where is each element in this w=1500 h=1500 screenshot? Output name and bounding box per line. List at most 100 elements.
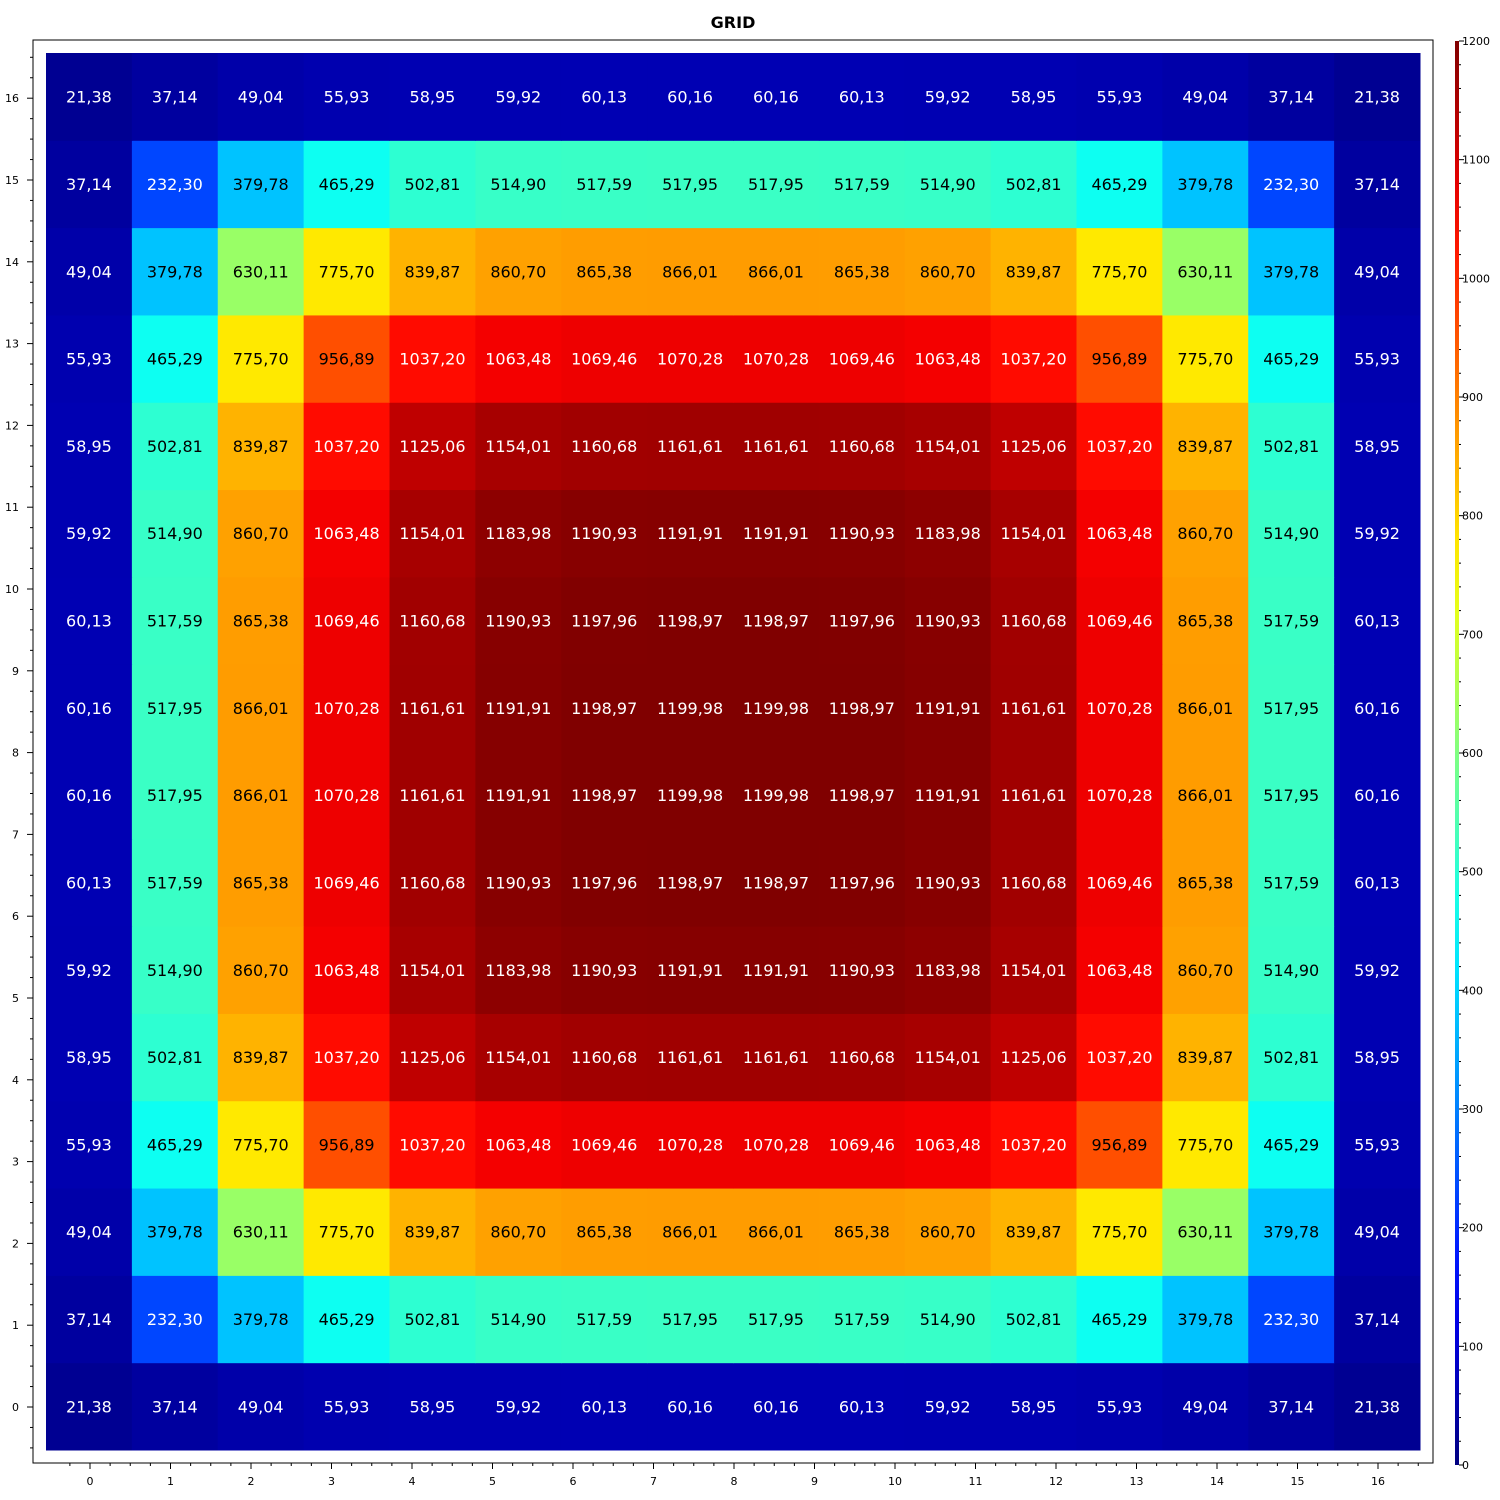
heatmap-cell — [217, 1188, 305, 1276]
cell-value-label: 58,95 — [66, 437, 112, 456]
heatmap-cell — [733, 1362, 820, 1451]
heatmap-cell — [818, 140, 906, 229]
heatmap-cell — [389, 1275, 476, 1364]
cell-value-label: 21,38 — [1354, 1397, 1400, 1416]
heatmap-cell — [475, 838, 562, 927]
colorbar-tick-label: 800 — [1462, 510, 1483, 523]
y-tick-label: 7 — [12, 828, 19, 841]
y-tick-label: 15 — [5, 174, 19, 187]
cell-value-label: 1191,91 — [657, 961, 723, 980]
heatmap-cell — [904, 53, 992, 141]
cell-value-label: 60,13 — [66, 873, 112, 892]
cell-value-label: 502,81 — [1006, 175, 1062, 194]
cell-value-label: 517,95 — [147, 699, 203, 718]
heatmap-cell — [990, 53, 1077, 141]
heatmap-cell — [46, 1188, 133, 1276]
heatmap-cell — [303, 926, 390, 1014]
heatmap-cell — [647, 1013, 734, 1102]
cell-value-label: 465,29 — [1263, 1135, 1319, 1154]
cell-value-label: 379,78 — [147, 1223, 203, 1242]
cell-value-label: 58,95 — [1011, 88, 1057, 107]
cell-value-label: 1183,98 — [915, 524, 981, 543]
heatmap-cell — [1162, 1362, 1249, 1451]
cell-value-label: 49,04 — [238, 88, 284, 107]
heatmap-cell — [818, 227, 906, 316]
cell-value-label: 514,90 — [1263, 961, 1319, 980]
heatmap-cell — [217, 1362, 305, 1451]
x-tick-label: 2 — [248, 1475, 255, 1488]
heatmap-cell — [46, 1013, 133, 1102]
cell-value-label: 1190,93 — [571, 961, 637, 980]
x-tick-label: 3 — [328, 1475, 335, 1488]
cell-value-label: 1070,28 — [1086, 786, 1152, 805]
heatmap-cell — [904, 664, 992, 752]
heatmap-cell — [904, 926, 992, 1014]
heatmap-cell — [561, 1100, 648, 1189]
cell-value-label: 1125,06 — [1000, 1048, 1066, 1067]
cell-value-label: 1198,97 — [829, 786, 895, 805]
cell-value-label: 1037,20 — [1086, 437, 1152, 456]
heatmap-cell — [303, 1100, 390, 1189]
heatmap-cell — [1076, 838, 1163, 927]
heatmap-cell — [990, 838, 1077, 927]
cell-value-label: 630,11 — [233, 1223, 289, 1242]
heatmap-cell — [217, 664, 305, 752]
heatmap-cell — [131, 53, 219, 141]
cell-value-label: 37,14 — [152, 1397, 198, 1416]
heatmap-cell — [561, 664, 648, 752]
cell-value-label: 37,14 — [66, 1310, 112, 1329]
heatmap-cell — [733, 576, 820, 665]
heatmap-cell — [904, 838, 992, 927]
cell-value-label: 514,90 — [147, 524, 203, 543]
cell-value-label: 37,14 — [1268, 1397, 1314, 1416]
colorbar-tick-label: 0 — [1462, 1459, 1469, 1472]
cell-value-label: 775,70 — [233, 350, 289, 369]
heatmap-cell — [733, 314, 820, 403]
cell-value-label: 865,38 — [576, 1223, 632, 1242]
cell-value-label: 59,92 — [66, 961, 112, 980]
cell-value-label: 1037,20 — [1000, 350, 1066, 369]
cell-value-label: 60,13 — [1354, 612, 1400, 631]
y-tick-label: 2 — [12, 1237, 19, 1250]
cell-value-label: 379,78 — [1177, 175, 1233, 194]
heatmap-cell — [1248, 1188, 1335, 1276]
heatmap-cell — [303, 1275, 390, 1364]
heatmap-cell — [647, 576, 734, 665]
x-tick-label: 0 — [87, 1475, 94, 1488]
cell-value-label: 956,89 — [1091, 1135, 1147, 1154]
heatmap-cell — [647, 314, 734, 403]
heatmap-cell — [1076, 1188, 1163, 1276]
heatmap-cell — [475, 402, 562, 491]
heatmap-cell — [303, 53, 390, 141]
heatmap-cell — [389, 227, 476, 316]
heatmap-cell — [1076, 576, 1163, 665]
cell-value-label: 1070,28 — [743, 350, 809, 369]
heatmap-cell — [1076, 314, 1163, 403]
heatmap-cell — [217, 489, 305, 578]
heatmap-cell — [733, 1013, 820, 1102]
heatmap-cell — [1334, 751, 1421, 840]
cell-value-label: 379,78 — [1263, 262, 1319, 281]
y-tick-label: 4 — [12, 1074, 19, 1087]
cell-value-label: 839,87 — [1177, 437, 1233, 456]
y-tick-label: 12 — [5, 419, 19, 432]
cell-value-label: 1160,68 — [1000, 873, 1066, 892]
heatmap-cell — [46, 576, 133, 665]
heatmap-cell — [818, 314, 906, 403]
cell-value-label: 1197,96 — [571, 612, 637, 631]
cell-value-label: 860,70 — [490, 262, 546, 281]
x-tick-label: 15 — [1291, 1475, 1305, 1488]
heatmap-cell — [647, 53, 734, 141]
heatmap-cell — [904, 489, 992, 578]
y-tick-label: 9 — [12, 665, 19, 678]
cell-value-label: 1161,61 — [1000, 786, 1066, 805]
cell-value-label: 1190,93 — [485, 612, 551, 631]
cell-value-label: 1154,01 — [399, 524, 465, 543]
cell-value-label: 1183,98 — [485, 524, 551, 543]
heatmap-cell — [1162, 664, 1249, 752]
heatmap-cell — [818, 926, 906, 1014]
heatmap-cell — [217, 1275, 305, 1364]
cell-value-label: 1161,61 — [399, 786, 465, 805]
heatmap-cell — [1248, 1013, 1335, 1102]
cell-value-label: 502,81 — [1263, 1048, 1319, 1067]
